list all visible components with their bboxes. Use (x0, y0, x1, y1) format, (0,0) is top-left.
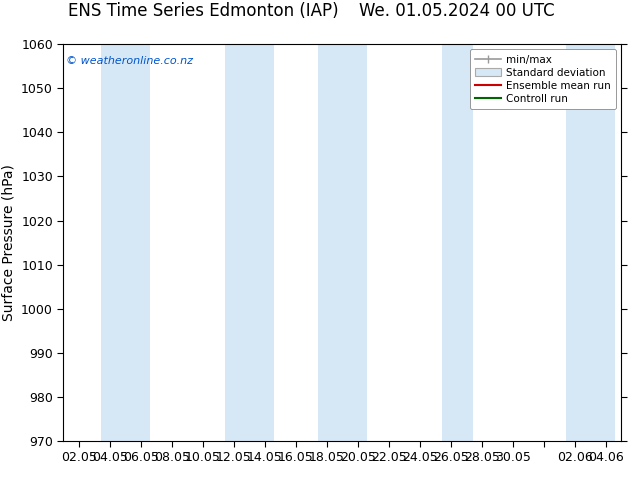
Bar (224, 44, 274, 441)
Text: ENS Time Series Edmonton (IAP): ENS Time Series Edmonton (IAP) (68, 1, 338, 20)
Y-axis label: Surface Pressure (hPa): Surface Pressure (hPa) (1, 164, 16, 321)
Bar (318, 44, 367, 441)
Bar (441, 44, 472, 441)
Bar (101, 44, 150, 441)
Bar (566, 44, 615, 441)
Legend: min/max, Standard deviation, Ensemble mean run, Controll run: min/max, Standard deviation, Ensemble me… (470, 49, 616, 109)
Text: We. 01.05.2024 00 UTC: We. 01.05.2024 00 UTC (359, 1, 554, 20)
Text: © weatheronline.co.nz: © weatheronline.co.nz (66, 56, 193, 66)
